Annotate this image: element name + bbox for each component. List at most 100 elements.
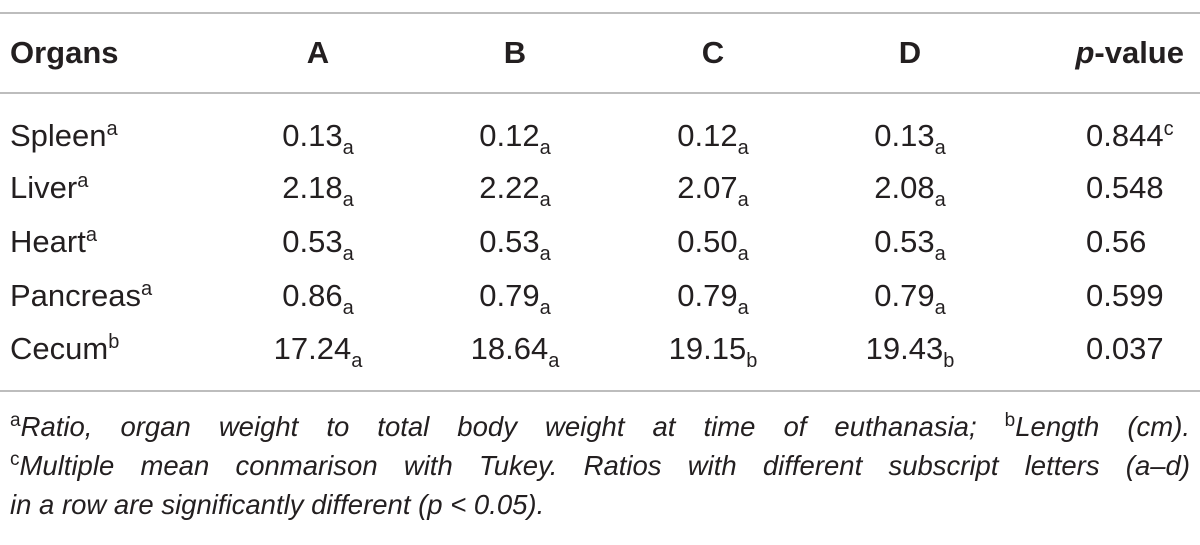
footnote-line-1: aRatio, organ weight to total body weigh… <box>10 407 1190 446</box>
cell-heart-d: 0.53a <box>874 224 945 264</box>
cell-value: 18.64 <box>470 331 549 366</box>
cell-value: 2.07 <box>677 170 738 205</box>
table-footnotes: aRatio, organ weight to total body weigh… <box>10 407 1190 524</box>
cell-spleen-p-value: 0.844c <box>1086 118 1174 153</box>
organ-name: Liver <box>10 170 78 205</box>
p-value: 0.599 <box>1086 278 1164 313</box>
cell-subscript: a <box>934 297 946 319</box>
cell-subscript: b <box>746 350 758 372</box>
cell-value: 0.50 <box>677 224 738 259</box>
cell-value: 0.53 <box>282 224 343 259</box>
cell-spleen-d: 0.13a <box>874 118 945 158</box>
cell-subscript: a <box>342 189 354 211</box>
footnote-b-text: Length (cm). <box>1015 411 1190 442</box>
row-organ-liver: Livera <box>10 170 89 205</box>
cell-spleen-a: 0.13a <box>282 118 353 158</box>
footnote-line-2: cMultiple mean conmarison with Tukey. Ra… <box>10 446 1190 485</box>
cell-heart-c: 0.50a <box>677 224 748 264</box>
table-bottom-rule <box>0 390 1200 392</box>
footnote-line-3: in a row are significantly different (p … <box>10 485 1190 524</box>
cell-cecum-d: 19.43b <box>865 331 955 371</box>
footnote-b-mark: b <box>1004 410 1016 431</box>
cell-pancreas-c: 0.79a <box>677 278 748 318</box>
cell-value: 0.13 <box>282 118 343 153</box>
cell-subscript: a <box>342 137 354 159</box>
cell-value: 2.08 <box>874 170 935 205</box>
cell-cecum-b: 18.64a <box>470 331 560 371</box>
header-b: B <box>503 35 527 70</box>
cell-pancreas-d: 0.79a <box>874 278 945 318</box>
header-d: D <box>898 35 922 70</box>
header-organs: Organs <box>10 35 119 70</box>
cell-liver-a: 2.18a <box>282 170 353 210</box>
cell-subscript: a <box>934 243 946 265</box>
cell-value: 19.43 <box>865 331 944 366</box>
row-organ-heart: Hearta <box>10 224 97 259</box>
header-p-value: p-value <box>1075 37 1184 68</box>
cell-value: 0.12 <box>479 118 540 153</box>
cell-subscript: a <box>342 243 354 265</box>
cell-subscript: b <box>943 350 955 372</box>
cell-subscript: a <box>539 189 551 211</box>
cell-value: 0.79 <box>677 278 738 313</box>
cell-value: 0.13 <box>874 118 935 153</box>
organ-name: Pancreas <box>10 278 141 313</box>
row-organ-spleen: Spleena <box>10 118 118 153</box>
cell-cecum-p-value: 0.037 <box>1086 333 1164 364</box>
header-a: A <box>306 35 330 70</box>
cell-pancreas-b: 0.79a <box>479 278 550 318</box>
organ-name: Spleen <box>10 118 107 153</box>
cell-subscript: a <box>548 350 560 372</box>
cell-liver-c: 2.07a <box>677 170 748 210</box>
cell-value: 0.53 <box>479 224 540 259</box>
table-header-rule <box>0 92 1200 94</box>
cell-subscript: a <box>539 243 551 265</box>
cell-spleen-b: 0.12a <box>479 118 550 158</box>
row-organ-cecum: Cecumb <box>10 331 119 366</box>
cell-subscript: a <box>737 137 749 159</box>
header-p-italic: p <box>1075 35 1095 70</box>
footnote-c-text-1: Multiple mean conmarison with Tukey. Rat… <box>19 450 1191 481</box>
p-value: 0.548 <box>1086 170 1164 205</box>
cell-value: 0.79 <box>874 278 935 313</box>
cell-pancreas-a: 0.86a <box>282 278 353 318</box>
cell-subscript: a <box>351 350 363 372</box>
cell-value: 0.79 <box>479 278 540 313</box>
organ-name: Cecum <box>10 331 109 366</box>
cell-subscript: a <box>934 137 946 159</box>
cell-heart-p-value: 0.56 <box>1086 226 1146 257</box>
organ-footnote-mark: a <box>85 224 97 246</box>
cell-subscript: a <box>539 137 551 159</box>
cell-liver-b: 2.22a <box>479 170 550 210</box>
cell-value: 0.86 <box>282 278 343 313</box>
p-value: 0.037 <box>1086 331 1164 366</box>
cell-value: 19.15 <box>668 331 747 366</box>
cell-pancreas-p-value: 0.599 <box>1086 280 1164 311</box>
organ-footnote-mark: a <box>77 170 89 192</box>
organ-footnote-mark: a <box>106 118 118 140</box>
organ-name: Heart <box>10 224 86 259</box>
cell-value: 17.24 <box>273 331 352 366</box>
p-value: 0.56 <box>1086 224 1147 259</box>
table-top-rule <box>0 12 1200 14</box>
cell-subscript: a <box>737 297 749 319</box>
cell-subscript: a <box>539 297 551 319</box>
cell-liver-d: 2.08a <box>874 170 945 210</box>
cell-value: 2.18 <box>282 170 343 205</box>
p-value: 0.844 <box>1086 118 1164 153</box>
cell-value: 0.53 <box>874 224 935 259</box>
p-value-footnote-mark: c <box>1163 118 1174 140</box>
cell-cecum-a: 17.24a <box>273 331 363 371</box>
cell-subscript: a <box>737 189 749 211</box>
footnote-a-text: Ratio, organ weight to total body weight… <box>20 411 1005 442</box>
footnote-a-mark: a <box>10 410 21 431</box>
footnote-c-mark: c <box>10 449 20 470</box>
organ-footnote-mark: a <box>140 278 153 300</box>
cell-heart-b: 0.53a <box>479 224 550 264</box>
cell-cecum-c: 19.15b <box>668 331 758 371</box>
cell-value: 2.22 <box>479 170 540 205</box>
cell-subscript: a <box>737 243 749 265</box>
header-c: C <box>701 35 725 70</box>
header-p-rest: -value <box>1094 35 1184 70</box>
footnote-c-text-2: in a row are significantly different (p … <box>10 489 545 520</box>
